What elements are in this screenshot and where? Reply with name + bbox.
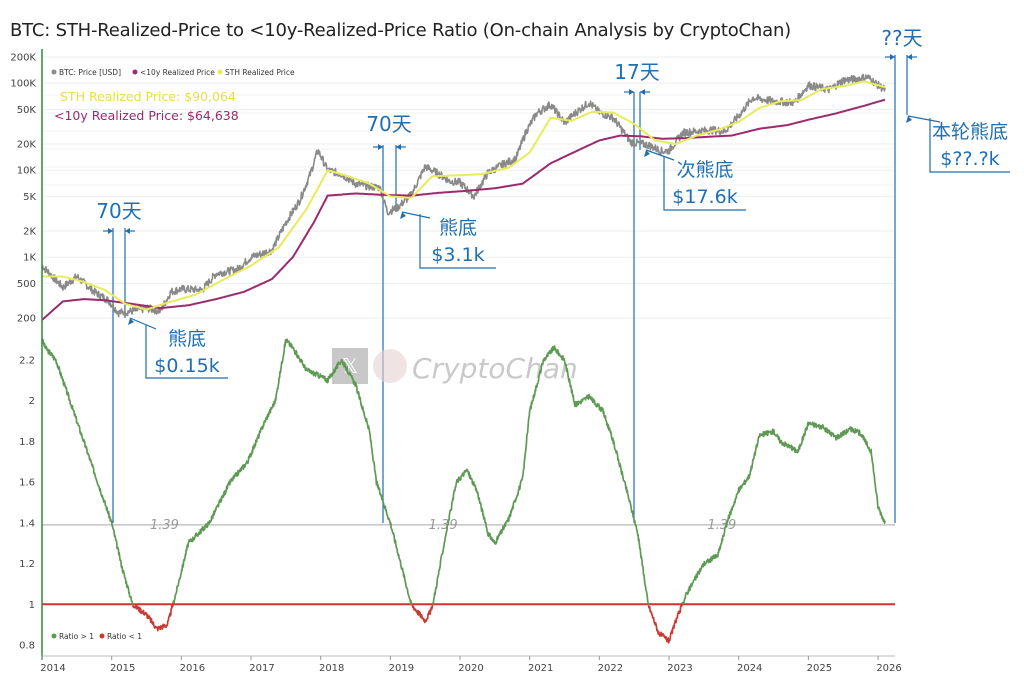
x-tick-label: 2026 <box>876 663 901 674</box>
bottom-now-bracket <box>929 118 1010 173</box>
legend-entry: <10y Realized Price <box>140 68 215 77</box>
ratio-y-tick: 2.2 <box>19 356 35 367</box>
legend-marker <box>99 633 105 639</box>
span-now-arrow <box>890 54 895 60</box>
bottom-2015-line2: $0.15k <box>154 355 219 377</box>
ratio-y-tick: 0.8 <box>19 641 35 652</box>
price-y-tick: 20K <box>17 140 37 151</box>
bottom-2018-arrowhead <box>400 212 406 219</box>
series-sth-realized <box>42 80 886 311</box>
span-2022-arrow <box>640 89 645 95</box>
price-y-tick: 1K <box>23 253 36 264</box>
series-btc-price <box>41 73 886 318</box>
ref-label-1-39: 1.39 <box>150 518 179 533</box>
days-2022: 17天 <box>614 60 659 84</box>
span-now-arrow <box>907 54 912 60</box>
bottom-2018-pointer <box>401 211 431 219</box>
legend-marker <box>51 633 57 639</box>
series-ratio-below-1 <box>647 602 684 644</box>
ratio-y-tick: 1.2 <box>19 559 35 570</box>
watermark: 𝕏 CryptoChan <box>332 348 578 385</box>
series-ratio-above-1 <box>682 421 886 605</box>
x-tick-label: 2022 <box>598 663 623 674</box>
price-y-tick: 200K <box>10 53 36 64</box>
legend: BTC: Price [USD] <10y Realized Price STH R… <box>51 68 295 641</box>
x-tick-label: 2017 <box>249 663 274 674</box>
bottom-2022-arrowhead <box>644 150 650 157</box>
series-layer <box>41 73 886 644</box>
ratio-y-tick: 2 <box>29 396 35 407</box>
price-y-tick: 2K <box>23 227 36 238</box>
span-2015-arrow <box>125 228 130 234</box>
series-ratio-below-1 <box>131 601 175 632</box>
avatar-icon <box>373 349 407 383</box>
price-y-tick: 10K <box>17 166 37 177</box>
legend-marker <box>217 69 223 75</box>
x-tick-label: 2015 <box>110 663 135 674</box>
price-y-tick: 200 <box>17 314 36 325</box>
lt10y-price-label: <10y Realized Price: $64,638 <box>54 108 239 123</box>
price-y-tick: 100K <box>10 79 36 90</box>
span-2018-arrow <box>378 144 383 150</box>
ref-label-1-39: 1.39 <box>707 518 736 533</box>
bottom-2018-bracket <box>419 214 496 269</box>
x-tick-label: 2018 <box>319 663 344 674</box>
series-ratio-above-1 <box>41 338 134 606</box>
days-2018: 70天 <box>366 112 411 136</box>
legend-entry: Ratio > 1 <box>59 632 94 641</box>
bottom-2018-line2: $3.1k <box>431 244 484 266</box>
bottom-2022-bracket <box>663 156 746 211</box>
x-tick-label: 2019 <box>389 663 414 674</box>
span-2022-arrow <box>629 89 634 95</box>
bottom-2018-line1: 熊底 <box>439 217 477 239</box>
bottom-now-arrowhead <box>906 116 912 123</box>
bottom-2022-line1: 次熊底 <box>676 159 733 181</box>
series-ratio-below-1 <box>411 603 434 624</box>
ratio-y-tick: 1 <box>29 600 35 611</box>
price-y-tick: 50K <box>17 105 37 116</box>
span-2015-arrow <box>108 228 113 234</box>
legend-entry: BTC: Price [USD] <box>59 68 121 77</box>
days-2015: 70天 <box>96 199 141 223</box>
bottom-now-line2: $??.?k <box>940 148 999 170</box>
ratio-y-tick: 1.6 <box>19 478 35 489</box>
watermark-text: CryptoChan <box>412 352 578 385</box>
price-y-tick: 5K <box>23 192 36 203</box>
series-ratio-above-1 <box>172 338 413 606</box>
bottom-2015-pointer <box>129 317 157 330</box>
span-2018-arrow <box>396 144 401 150</box>
price-y-tick: 500 <box>17 279 36 290</box>
bottom-2015-arrowhead <box>128 318 134 325</box>
days-now: ??天 <box>881 26 922 50</box>
x-tick-label: 2023 <box>667 663 692 674</box>
legend-marker <box>51 69 57 75</box>
x-tick-label: 2021 <box>528 663 553 674</box>
x-tick-label: 2025 <box>807 663 832 674</box>
ratio-y-tick: 1.4 <box>19 518 35 529</box>
bottom-2022-pointer <box>645 149 675 161</box>
x-tick-label: 2014 <box>40 663 65 674</box>
annotations: STH Realized Price: $90,064 <10y Realized… <box>54 26 1010 379</box>
x-tick-label: 2024 <box>737 663 762 674</box>
x-tick-label: 2020 <box>458 663 483 674</box>
bottom-now-pointer <box>907 115 941 123</box>
bottom-2015-line1: 熊底 <box>168 328 206 350</box>
x-logo-glyph: 𝕏 <box>342 354 358 378</box>
bottom-now-line1: 本轮熊底 <box>932 121 1008 143</box>
legend-marker <box>132 69 138 75</box>
ref-label-1-39: 1.39 <box>429 518 458 533</box>
series-ratio-above-1 <box>431 345 650 606</box>
ratio-y-tick: 1.8 <box>19 437 35 448</box>
axes: 200K 100K 50K 20K 10K 5K 2K 1K 500 200 2.2 2 1.8 1.6 1… <box>10 49 902 674</box>
legend-entry: STH Realized Price <box>225 68 295 77</box>
bottom-2015-bracket <box>145 325 228 379</box>
chart-title: BTC: STH-Realized-Price to <10y-Realized… <box>10 20 791 41</box>
series-lt10y-realized <box>41 98 886 321</box>
bottom-2022-line2: $17.6k <box>672 186 737 208</box>
x-tick-label: 2016 <box>180 663 205 674</box>
legend-entry: Ratio < 1 <box>107 632 142 641</box>
sth-price-label: STH Realized Price: $90,064 <box>60 89 236 104</box>
